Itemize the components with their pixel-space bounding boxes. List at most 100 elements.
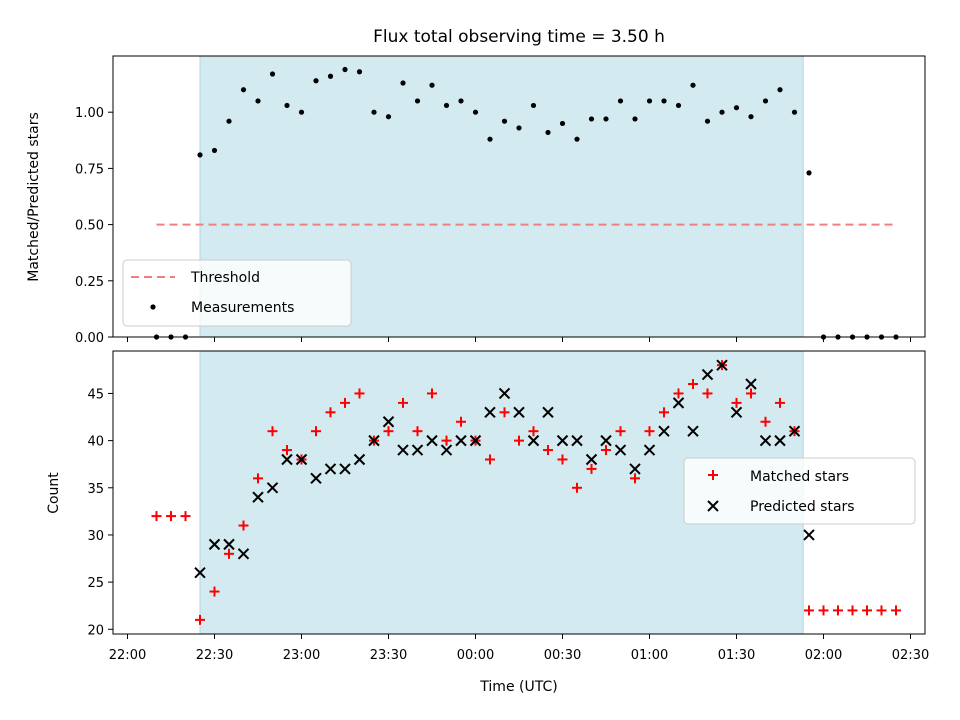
top-panel: Flux total observing time = 3.50 h 0.00 0…: [26, 27, 926, 346]
matched-stars-point: [804, 605, 814, 616]
measurement-point: [530, 102, 537, 109]
predicted-stars-point: [208, 538, 221, 551]
predicted-stars-point: [542, 406, 554, 419]
bottom-panel: 20 25 30 35 40 45 22:00 22:30 23:00 23:30 00:00 00…: [46, 350, 929, 695]
bottom-y-tick-label: 40: [87, 435, 104, 450]
measurement-point: [646, 98, 653, 104]
matched-stars-point: [195, 614, 205, 625]
top-legend-box: [122, 259, 352, 327]
measurement-point: [269, 71, 276, 77]
predicted-stars-point: [368, 434, 380, 447]
matched-stars-point: [354, 388, 365, 399]
matched-stars-point: [746, 388, 756, 399]
measurement-point: [472, 109, 479, 115]
predicted-stars-point: [266, 482, 279, 494]
measurement-point: [588, 116, 595, 122]
top-y-tick-label: 0.25: [75, 275, 104, 290]
measurement-point: [617, 98, 624, 104]
predicted-stars-point: [281, 453, 293, 466]
predicted-stars-point: [295, 453, 308, 466]
matched-stars-point: [862, 605, 872, 616]
predicted-stars-point: [382, 416, 395, 428]
measurement-point: [327, 73, 334, 79]
measurement-point: [733, 105, 740, 111]
predicted-stars-point: [658, 425, 670, 437]
predicted-stars-point: [339, 463, 351, 475]
measurement-point: [661, 98, 667, 104]
matched-stars-point: [731, 397, 742, 408]
matched-stars-point: [847, 605, 858, 616]
bottom-y-tick-label: 35: [87, 482, 104, 497]
matched-stars-point: [572, 482, 582, 493]
predicted-stars-point: [469, 434, 482, 447]
bottom-y-tick-label: 20: [87, 623, 104, 638]
measurement-point: [559, 120, 566, 127]
measurement-point: [284, 102, 290, 109]
matched-stars-point: [833, 605, 843, 616]
measurement-point: [675, 102, 682, 109]
bottom-y-tick-label: 30: [87, 529, 104, 544]
matched-stars-point: [282, 445, 292, 456]
predicted-stars-point: [730, 406, 743, 419]
measurement-point: [342, 66, 348, 73]
predicted-stars-point: [527, 434, 540, 447]
matched-stars-point: [673, 388, 684, 399]
x-tick-label: 22:00: [109, 648, 146, 663]
matched-stars-point: [383, 426, 394, 437]
matched-stars-point: [543, 445, 553, 456]
measurement-point: [356, 69, 363, 75]
measurement-point: [748, 114, 754, 120]
matched-stars-point: [340, 397, 350, 408]
matched-stars-point: [238, 520, 249, 531]
predicted-stars-point: [194, 566, 206, 579]
measurement-point: [777, 87, 783, 93]
measurement-point: [632, 116, 638, 122]
bottom-y-tick-label: 25: [87, 576, 104, 591]
matched-stars-point: [630, 473, 640, 484]
measurement-point: [458, 98, 464, 104]
predicted-stars-point: [397, 444, 409, 456]
matched-stars-point: [688, 379, 698, 390]
matched-stars-point: [818, 605, 829, 616]
predicted-stars-point: [745, 378, 757, 390]
predicted-stars-point: [455, 434, 467, 447]
matched-stars-point: [151, 511, 162, 522]
matched-stars-point: [180, 511, 191, 522]
matched-stars-point: [398, 397, 408, 408]
predicted-stars-point: [484, 406, 496, 419]
measurement-point: [516, 125, 522, 131]
predicted-stars-point: [585, 453, 598, 466]
matched-stars-point: [615, 426, 626, 437]
predicted-stars-point: [643, 444, 656, 456]
matched-stars-point: [659, 407, 669, 418]
matched-stars-point: [209, 586, 220, 597]
measurement-point: [545, 129, 551, 136]
matched-stars-point: [325, 407, 336, 418]
top-y-tick-label: 0.00: [75, 331, 104, 346]
measurement-point: [443, 102, 450, 109]
bottom-y-tick-label: 45: [87, 387, 104, 402]
predicted-stars-point: [759, 434, 772, 447]
matched-stars-point: [601, 445, 611, 456]
predicted-stars-point: [498, 387, 511, 400]
predicted-stars-point: [223, 538, 235, 551]
chart-title: Flux total observing time = 3.50 h: [373, 27, 665, 47]
measurement-point: [400, 80, 406, 86]
x-tick-label: 00:30: [544, 648, 581, 663]
matched-stars-point: [441, 435, 452, 446]
top-y-axis-label: Matched/Predicted stars: [26, 112, 42, 282]
matched-stars-point: [253, 473, 263, 484]
predicted-stars-point: [629, 463, 641, 475]
predicted-stars-point: [513, 406, 525, 419]
predicted-stars-point: [310, 472, 322, 485]
matched-stars-point: [485, 454, 495, 465]
measurement-point: [690, 82, 696, 88]
legend-predicted-swatch: [707, 500, 719, 512]
legend-matched-label: Matched stars: [750, 469, 849, 485]
predicted-stars-point: [237, 548, 250, 560]
x-tick-label: 02:00: [805, 648, 842, 663]
matched-stars-point: [702, 388, 713, 399]
measurement-point: [211, 147, 218, 154]
matched-stars-point: [166, 511, 176, 522]
